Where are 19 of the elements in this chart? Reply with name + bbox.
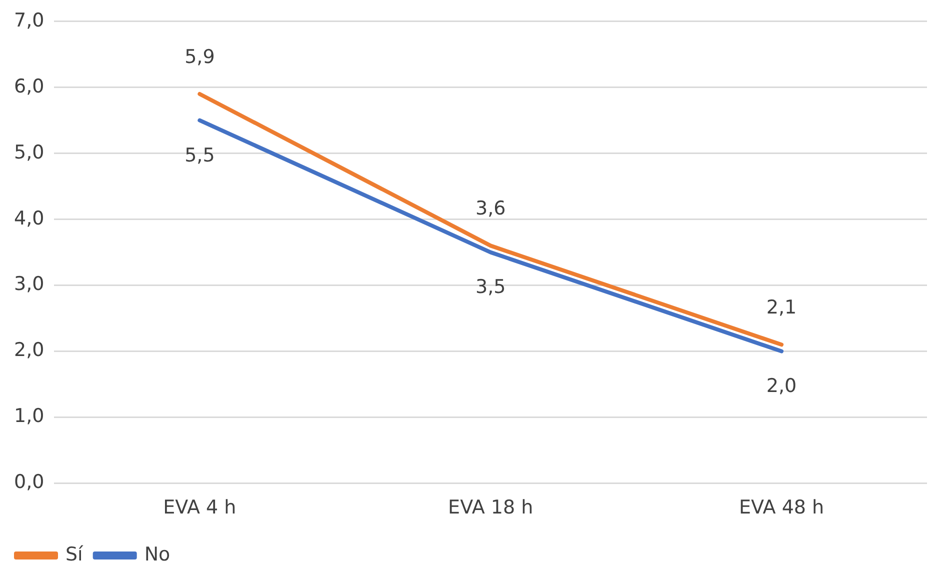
data-label: 3,6	[476, 198, 506, 220]
y-tick-label: 6,0	[14, 75, 44, 98]
data-label: 5,5	[184, 144, 215, 166]
data-label: 5,9	[184, 46, 215, 68]
y-tick-label: 0,0	[14, 471, 44, 494]
x-tick-label: EVA 4 h	[163, 496, 236, 519]
y-tick-label: 1,0	[14, 405, 44, 428]
data-label: 2,1	[766, 296, 797, 319]
legend-label: No	[144, 543, 170, 566]
legend-label: Sí	[66, 543, 84, 566]
data-label: 3,5	[476, 276, 506, 298]
y-tick-label: 3,0	[14, 273, 44, 296]
y-tick-label: 4,0	[14, 207, 44, 230]
data-label: 2,0	[766, 375, 797, 398]
x-tick-label: EVA 18 h	[448, 496, 534, 519]
y-tick-label: 7,0	[14, 9, 44, 32]
x-tick-label: EVA 48 h	[738, 496, 824, 519]
y-tick-label: 5,0	[14, 141, 44, 164]
y-tick-label: 2,0	[14, 339, 44, 362]
